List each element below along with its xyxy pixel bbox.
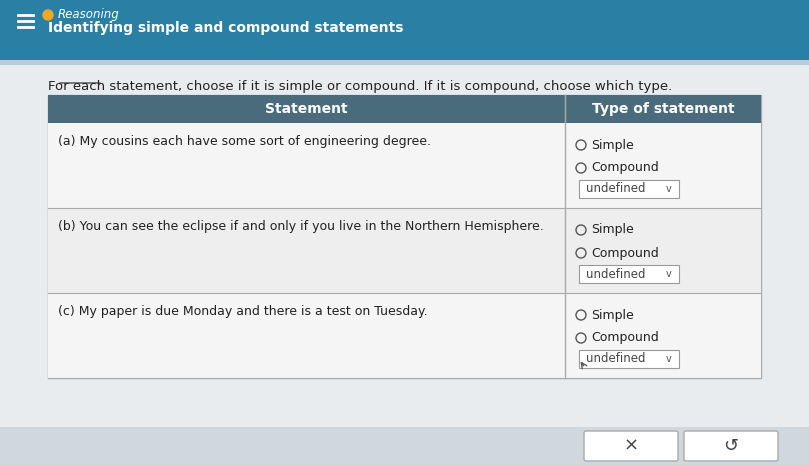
FancyBboxPatch shape — [0, 0, 809, 60]
Text: ×: × — [624, 437, 638, 455]
Text: undefined: undefined — [586, 267, 646, 280]
Text: Type of statement: Type of statement — [591, 102, 735, 116]
Text: Compound: Compound — [591, 246, 659, 259]
FancyBboxPatch shape — [0, 65, 809, 465]
FancyBboxPatch shape — [0, 427, 809, 465]
FancyBboxPatch shape — [48, 208, 761, 293]
Text: (a) My cousins each have some sort of engineering degree.: (a) My cousins each have some sort of en… — [58, 135, 431, 148]
Text: Reasoning: Reasoning — [58, 8, 120, 21]
Text: Compound: Compound — [591, 332, 659, 345]
Text: ↺: ↺ — [723, 437, 739, 455]
FancyBboxPatch shape — [579, 180, 679, 198]
Text: (b) You can see the eclipse if and only if you live in the Northern Hemisphere.: (b) You can see the eclipse if and only … — [58, 220, 544, 233]
Text: Simple: Simple — [591, 308, 633, 321]
FancyBboxPatch shape — [48, 95, 761, 378]
Text: For each statement, choose if it is simple or compound. If it is compound, choos: For each statement, choose if it is simp… — [48, 80, 672, 93]
Text: Statement: Statement — [265, 102, 348, 116]
Text: v: v — [666, 354, 672, 364]
Text: Simple: Simple — [591, 224, 633, 237]
FancyBboxPatch shape — [579, 350, 679, 368]
Text: v: v — [22, 42, 34, 60]
Text: (c) My paper is due Monday and there is a test on Tuesday.: (c) My paper is due Monday and there is … — [58, 305, 428, 318]
FancyBboxPatch shape — [48, 293, 761, 378]
Text: v: v — [666, 184, 672, 194]
Text: v: v — [666, 269, 672, 279]
FancyBboxPatch shape — [584, 431, 678, 461]
Circle shape — [43, 10, 53, 20]
Text: Identifying simple and compound statements: Identifying simple and compound statemen… — [48, 21, 404, 35]
FancyBboxPatch shape — [0, 37, 809, 65]
FancyBboxPatch shape — [579, 265, 679, 283]
FancyBboxPatch shape — [48, 95, 761, 123]
Text: undefined: undefined — [586, 182, 646, 195]
Text: undefined: undefined — [586, 352, 646, 365]
Text: Compound: Compound — [591, 161, 659, 174]
Text: Simple: Simple — [591, 139, 633, 152]
FancyBboxPatch shape — [684, 431, 778, 461]
FancyBboxPatch shape — [48, 123, 761, 208]
